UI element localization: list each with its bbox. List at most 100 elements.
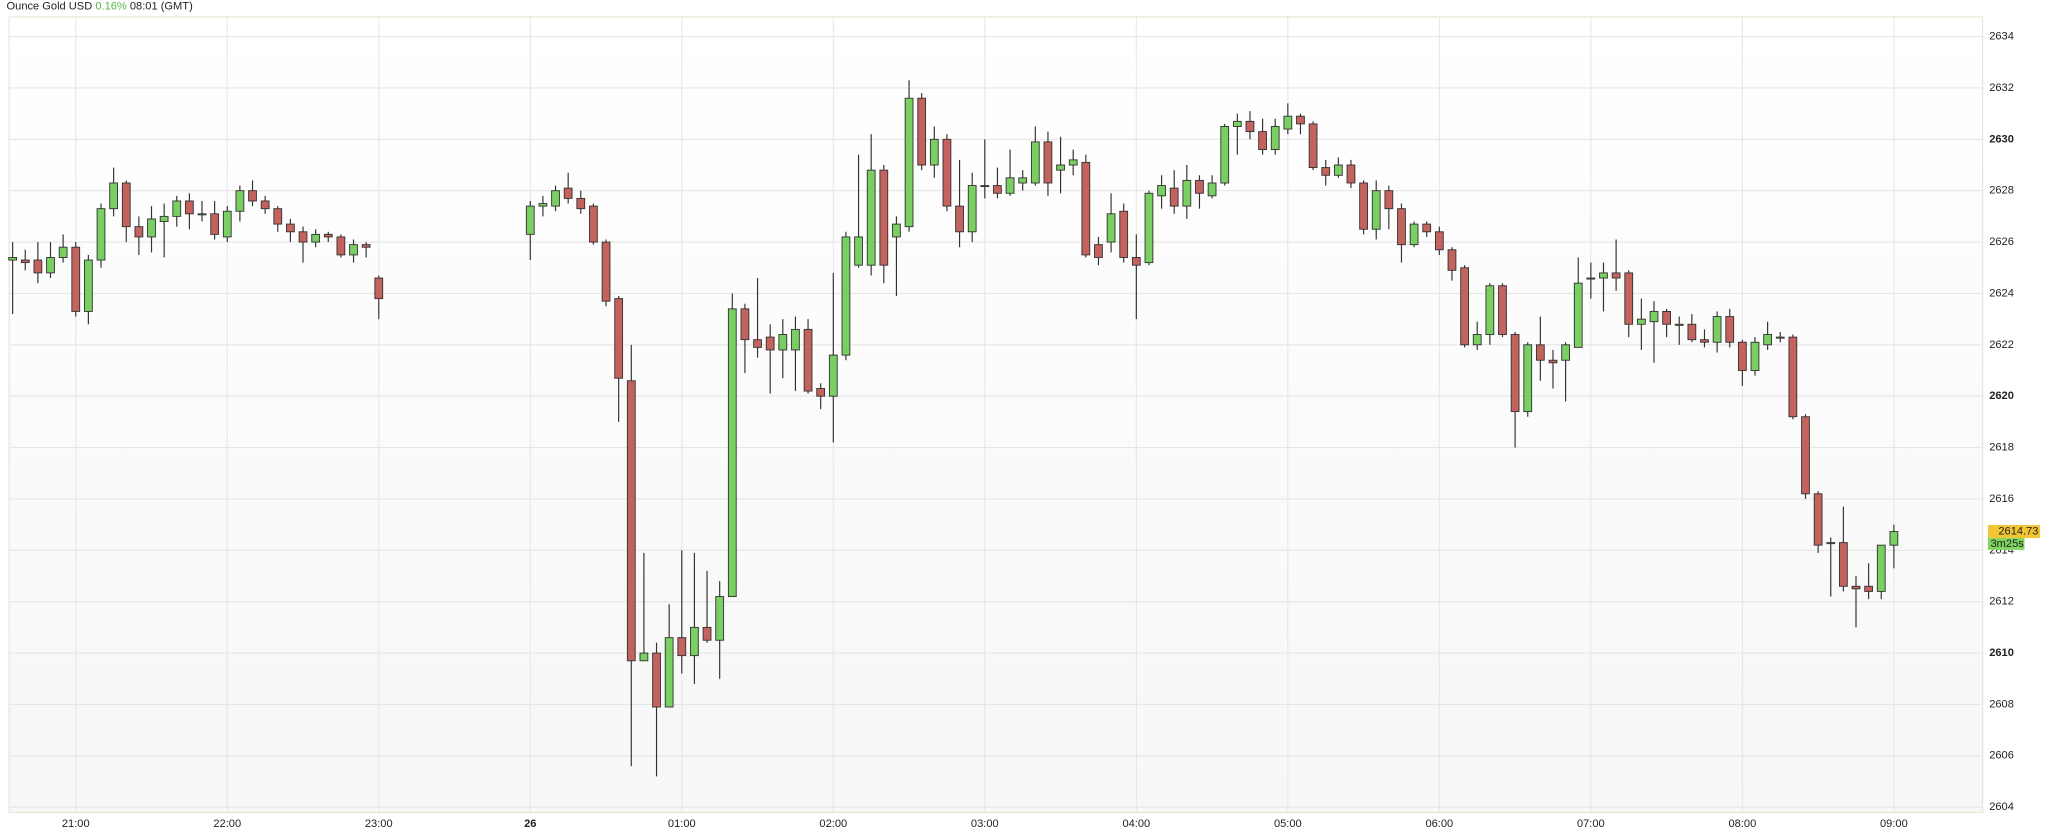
candle-body bbox=[33, 259, 43, 274]
candle-body bbox=[323, 233, 333, 238]
candle-body bbox=[828, 354, 838, 397]
last-price-label: 2614.73 bbox=[1998, 525, 2038, 537]
candle-body bbox=[1056, 164, 1065, 171]
candle-body bbox=[1169, 187, 1179, 207]
y-tick-label: 2630 bbox=[1989, 133, 2014, 145]
candle-body bbox=[1296, 115, 1305, 125]
candle-body bbox=[525, 205, 535, 235]
candle-body bbox=[1144, 192, 1154, 264]
candle-body bbox=[626, 380, 636, 662]
candle-body bbox=[1775, 336, 1785, 339]
candle-body bbox=[1119, 210, 1129, 258]
time: 08:01 (GMT) bbox=[130, 0, 193, 12]
candle-body bbox=[1510, 334, 1520, 413]
candle-body bbox=[1851, 585, 1861, 590]
candle-body bbox=[1636, 318, 1646, 325]
candle-body bbox=[1586, 277, 1596, 280]
candle-body bbox=[1447, 249, 1457, 271]
candle-body bbox=[589, 205, 598, 243]
y-tick-label: 2618 bbox=[1989, 442, 2014, 454]
x-tick-label: 09:00 bbox=[1880, 818, 1908, 830]
candle-body bbox=[1535, 344, 1545, 361]
candle-body bbox=[109, 182, 119, 210]
candle-body bbox=[1333, 164, 1343, 176]
candle-body bbox=[1649, 310, 1659, 323]
candle-body bbox=[715, 596, 725, 641]
candle-body bbox=[1245, 120, 1255, 133]
candle-body bbox=[942, 138, 952, 207]
candle-body bbox=[879, 169, 889, 266]
x-tick-label: 26 bbox=[524, 818, 536, 830]
candle-body bbox=[563, 187, 573, 199]
candle-body bbox=[1030, 141, 1040, 184]
candle-body bbox=[134, 226, 144, 238]
candle-body bbox=[159, 215, 169, 222]
x-tick-label: 02:00 bbox=[819, 818, 847, 830]
candle-body bbox=[538, 203, 548, 207]
y-tick-label: 2634 bbox=[1989, 31, 2014, 43]
candle-body bbox=[1346, 164, 1356, 184]
instrument-title: Ounce Gold USD bbox=[7, 0, 93, 12]
candle-body bbox=[1384, 190, 1394, 210]
candle-body bbox=[1876, 544, 1886, 592]
x-tick-label: 23:00 bbox=[365, 818, 393, 830]
candle-body bbox=[286, 223, 295, 233]
candle-body bbox=[147, 218, 156, 238]
candle-body bbox=[1106, 213, 1116, 243]
candle-body bbox=[1321, 167, 1331, 176]
candle-body bbox=[904, 97, 914, 228]
candle-body bbox=[298, 231, 308, 243]
candle-body bbox=[1005, 177, 1015, 194]
y-tick-label: 2612 bbox=[1989, 596, 2014, 608]
candle-body bbox=[1232, 120, 1242, 127]
candle-body bbox=[1737, 341, 1747, 371]
candle-body bbox=[765, 336, 775, 351]
candle-body bbox=[1561, 344, 1570, 361]
candle-body bbox=[1283, 115, 1293, 130]
candle-body bbox=[854, 236, 863, 266]
candle-body bbox=[1081, 161, 1091, 256]
candle-body bbox=[803, 328, 813, 392]
candle-body bbox=[917, 97, 927, 166]
y-tick-label: 2616 bbox=[1989, 493, 2014, 505]
candle-body bbox=[1220, 126, 1230, 184]
candle-body bbox=[1434, 231, 1444, 251]
candle-body bbox=[1700, 339, 1709, 343]
last-price-box bbox=[1987, 525, 2041, 539]
x-tick-label: 07:00 bbox=[1577, 818, 1605, 830]
y-tick-label: 2608 bbox=[1989, 698, 2014, 710]
x-tick-label: 05:00 bbox=[1274, 818, 1302, 830]
candle-body bbox=[1182, 179, 1192, 207]
candle-body bbox=[1573, 282, 1583, 348]
candle-body bbox=[336, 236, 346, 256]
candle-body bbox=[601, 241, 611, 302]
labels: 2604260626082610261226142616261826202622… bbox=[62, 31, 2041, 830]
candle-body bbox=[1195, 179, 1204, 194]
candle-body bbox=[955, 205, 964, 233]
y-tick-label: 2622 bbox=[1989, 339, 2014, 351]
candle-body bbox=[967, 185, 977, 233]
candle-body bbox=[1611, 272, 1621, 279]
candle-body bbox=[866, 169, 876, 266]
candle-body bbox=[1725, 316, 1735, 343]
candle-body bbox=[1131, 257, 1141, 266]
candle-body bbox=[1397, 208, 1406, 246]
candle-body bbox=[576, 197, 586, 210]
x-tick-label: 01:00 bbox=[668, 818, 696, 830]
candle-body bbox=[349, 244, 358, 256]
candle-body bbox=[210, 213, 220, 235]
candle-body bbox=[311, 233, 321, 243]
candle-body bbox=[677, 637, 687, 657]
candle-body bbox=[273, 208, 283, 225]
y-tick-label: 2606 bbox=[1989, 750, 2014, 762]
candle-body bbox=[20, 259, 30, 264]
y-tick-label: 2624 bbox=[1989, 287, 2014, 299]
candle-body bbox=[248, 190, 257, 202]
candle-body bbox=[1094, 244, 1103, 258]
candle-body bbox=[58, 246, 68, 258]
candle-body bbox=[172, 200, 182, 217]
x-tick-label: 03:00 bbox=[971, 818, 999, 830]
candle-body bbox=[740, 308, 750, 341]
x-tick-label: 08:00 bbox=[1728, 818, 1756, 830]
